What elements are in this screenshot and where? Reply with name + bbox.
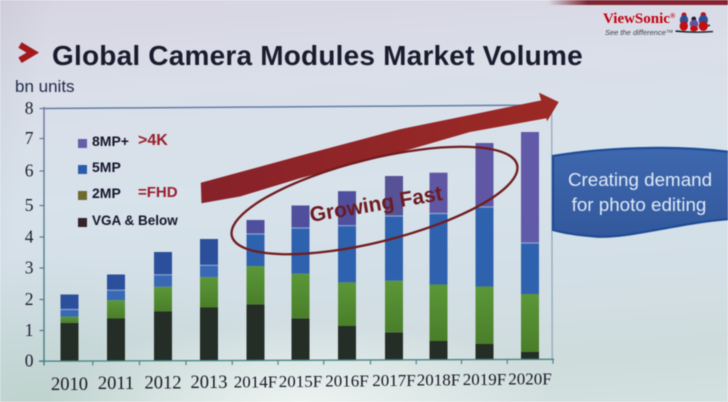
- svg-text:4: 4: [25, 227, 34, 247]
- svg-text:2019F: 2019F: [463, 370, 506, 389]
- svg-text:7: 7: [25, 128, 34, 148]
- svg-text:3: 3: [25, 258, 34, 278]
- svg-text:2010: 2010: [51, 375, 88, 395]
- svg-text:2011: 2011: [98, 374, 134, 394]
- svg-text:for photo editing: for photo editing: [572, 194, 707, 215]
- svg-text:2018F: 2018F: [417, 370, 460, 389]
- svg-text:2020F: 2020F: [508, 369, 551, 388]
- svg-text:Growing Fast: Growing Fast: [308, 182, 444, 227]
- svg-text:1: 1: [25, 320, 34, 340]
- svg-text:2014F: 2014F: [234, 373, 277, 392]
- svg-text:2012: 2012: [145, 374, 182, 394]
- svg-text:2016F: 2016F: [325, 371, 368, 390]
- svg-text:0: 0: [25, 351, 34, 371]
- svg-text:2015F: 2015F: [279, 372, 322, 391]
- svg-text:5: 5: [25, 195, 34, 215]
- svg-text:6: 6: [25, 161, 34, 181]
- svg-text:2013: 2013: [191, 373, 228, 393]
- svg-text:Creating demand: Creating demand: [568, 169, 712, 190]
- svg-text:2: 2: [25, 289, 34, 309]
- svg-text:2017F: 2017F: [372, 371, 415, 390]
- svg-text:8: 8: [25, 98, 34, 118]
